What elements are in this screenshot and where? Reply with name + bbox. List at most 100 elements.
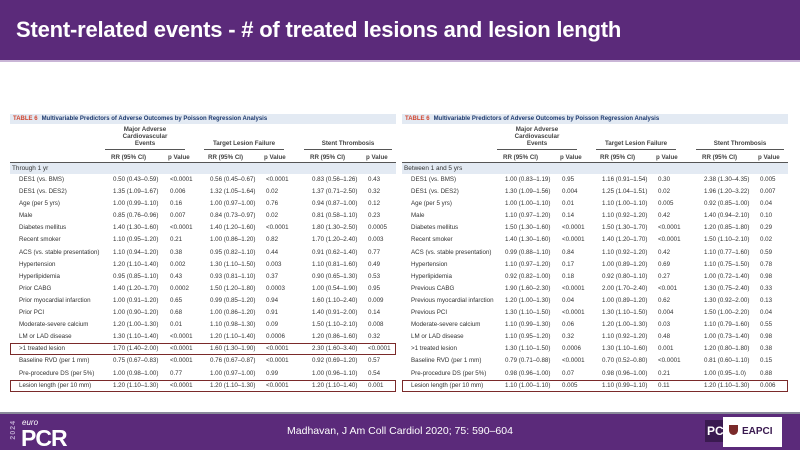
- cell-value: 1.10 (1.00–1.10): [602, 200, 648, 208]
- cell-value: 0.44: [266, 248, 279, 256]
- cell-value: 0.79 (0.71–0.88): [505, 357, 551, 365]
- table-caption: TABLE 6 Multivariable Predictors of Adver…: [10, 114, 396, 124]
- cell-value: 0.42: [658, 248, 671, 256]
- table-row: Age (per 5 yrs) 1.00 (1.00–1.10) 0.01 1.10 …: [402, 198, 788, 210]
- cell-value: 0.43: [170, 272, 183, 280]
- row-label: ACS (vs. stable presentation): [19, 248, 100, 256]
- cell-value: 1.70 (1.40–2.00): [113, 345, 159, 353]
- cell-value: 1.25 (1.04–1.51): [602, 188, 648, 196]
- cell-value: 0.29: [760, 224, 773, 232]
- cell-value: <0.0001: [658, 236, 681, 244]
- row-label: Recent smoker: [19, 236, 61, 244]
- eapci-logo: EAPCI: [723, 417, 782, 447]
- cell-value: 1.10 (0.97–1.20): [505, 260, 551, 268]
- row-label: Prior PCI: [19, 309, 45, 317]
- cell-value: 1.00 (0.98–1.00): [113, 369, 159, 377]
- cell-value: 1.40 (1.20–1.70): [113, 284, 159, 292]
- cell-value: 0.16: [170, 200, 183, 208]
- row-label: Moderate-severe calcium: [19, 321, 89, 329]
- column-subheader: RR (95% CI): [600, 154, 636, 161]
- cell-value: 1.50 (1.30–1.60): [505, 224, 551, 232]
- column-group-header: Stent Thrombosis: [696, 140, 784, 150]
- cell-value: 1.50 (1.20–1.80): [210, 284, 256, 292]
- row-label: Hyperlipidemia: [411, 272, 452, 280]
- cell-value: 0.02: [658, 188, 671, 196]
- cell-value: 0.003: [266, 260, 282, 268]
- column-subheader: RR (95% CI): [111, 154, 147, 161]
- row-label: ACS (vs. stable presentation): [411, 248, 492, 256]
- citation: Madhavan, J Am Coll Cardiol 2020; 75: 59…: [287, 425, 513, 437]
- cell-value: 0.04: [562, 296, 575, 304]
- cell-value: 1.30 (1.09–1.56): [505, 188, 551, 196]
- table-row: DES1 (vs. BMS) 0.50 (0.43–0.59) <0.0001 0.5…: [10, 174, 396, 186]
- table-row: Recent smoker 1.10 (0.95–1.20) 0.21 1.00 (0…: [10, 234, 396, 246]
- cell-value: <0.0001: [368, 345, 391, 353]
- row-label: Lesion length (per 10 mm): [19, 381, 92, 389]
- cell-value: <0.0001: [170, 224, 193, 232]
- column-subheaders: RR (95% CI) p Value RR (95% CI) p Value RR (…: [402, 152, 788, 163]
- table-row: >1 treated lesion 1.70 (1.40–2.00) <0.0001…: [10, 343, 396, 356]
- cell-value: 0.77: [368, 248, 381, 256]
- cell-value: 1.20 (1.10–1.30): [113, 381, 159, 389]
- cell-value: 0.009: [368, 296, 384, 304]
- cell-value: 1.10 (0.95–1.20): [505, 333, 551, 341]
- cell-value: 0.005: [658, 200, 674, 208]
- slide-header: Stent-related events - # of treated lesi…: [0, 0, 800, 62]
- cell-value: 1.00 (0.86–1.20): [210, 236, 256, 244]
- cell-value: 0.98: [760, 333, 773, 341]
- cell-value: 0.01: [170, 321, 183, 329]
- table-row: Prior CABG 1.40 (1.20–1.70) 0.0002 1.50 (1.…: [10, 283, 396, 295]
- section-header: Through 1 yr: [10, 163, 396, 174]
- cell-value: <0.0001: [266, 224, 289, 232]
- cell-value: 1.30 (1.10–1.60): [602, 345, 648, 353]
- cell-value: 1.90 (1.60–2.30): [505, 284, 551, 292]
- row-label: Prior myocardial infarction: [19, 296, 91, 304]
- table-row: LM or LAD disease 1.10 (0.95–1.20) 0.32 1.1…: [402, 331, 788, 343]
- table-row: Male 1.10 (0.97–1.20) 0.14 1.10 (0.92–1.20)…: [402, 210, 788, 222]
- table-row: DES1 (vs. DES2) 1.30 (1.09–1.56) 0.004 1.25…: [402, 186, 788, 198]
- row-label: Previous PCI: [411, 309, 448, 317]
- cell-value: 1.00 (0.96–1.10): [312, 369, 358, 377]
- cell-value: 0.008: [368, 321, 384, 329]
- cell-value: 1.20 (1.10–1.40): [113, 260, 159, 268]
- cell-value: 1.40 (1.20–1.70): [602, 236, 648, 244]
- cell-value: 0.07: [562, 369, 575, 377]
- cell-value: 0.005: [760, 176, 776, 183]
- cell-value: 0.57: [368, 357, 381, 365]
- column-group-header: Stent Thrombosis: [304, 140, 392, 150]
- table-row: Baseline RVD (per 1 mm) 0.79 (0.71–0.88) <…: [402, 355, 788, 367]
- cell-value: <0.0001: [266, 381, 289, 389]
- cell-value: 0.007: [170, 212, 186, 220]
- table-title: Multivariable Predictors of Adverse Outc…: [433, 116, 660, 122]
- row-label: DES1 (vs. BMS): [19, 176, 65, 183]
- table-row: Previous myocardial infarction 1.20 (1.00…: [402, 295, 788, 307]
- logo-euro: euro: [22, 418, 39, 427]
- eapci-text: EAPCI: [742, 426, 773, 437]
- row-label: Age (per 5 yrs): [19, 200, 60, 208]
- cell-value: 1.00 (1.00–1.10): [505, 200, 551, 208]
- cell-value: 0.002: [170, 260, 186, 268]
- column-group-header: Major Adverse Cardiovascular Events: [105, 126, 185, 150]
- cell-value: 0.33: [760, 284, 773, 292]
- cell-value: 0.0003: [266, 284, 285, 292]
- cell-value: 0.48: [658, 333, 671, 341]
- cell-value: 1.20 (1.00–1.30): [505, 296, 551, 304]
- cell-value: 0.43: [368, 176, 381, 183]
- cell-value: 0.0005: [368, 224, 387, 232]
- cell-value: 1.30 (1.10–1.50): [602, 309, 648, 317]
- table-title: Multivariable Predictors of Adverse Outc…: [41, 116, 268, 122]
- cell-value: 1.00 (0.89–1.20): [602, 260, 648, 268]
- cell-value: 1.20 (1.00–1.30): [602, 321, 648, 329]
- cell-value: 2.30 (1.60–3.40): [312, 345, 358, 353]
- cell-value: 1.20 (1.00–1.30): [113, 321, 159, 329]
- row-label: LM or LAD disease: [19, 333, 72, 341]
- cell-value: 1.50 (1.30–1.70): [602, 224, 648, 232]
- cell-value: 0.88: [760, 369, 773, 377]
- cell-value: 1.00 (0.89–1.20): [602, 296, 648, 304]
- cell-value: <0.0001: [266, 357, 289, 365]
- column-group-header: Target Lesion Failure: [204, 140, 284, 150]
- table-row: DES1 (vs. DES2) 1.35 (1.09–1.67) 0.006 1.32…: [10, 186, 396, 198]
- cell-value: 0.85 (0.76–0.96): [113, 212, 159, 220]
- cell-value: 0.84 (0.73–0.97): [210, 212, 256, 220]
- cell-value: 1.30 (1.10–1.40): [113, 333, 159, 341]
